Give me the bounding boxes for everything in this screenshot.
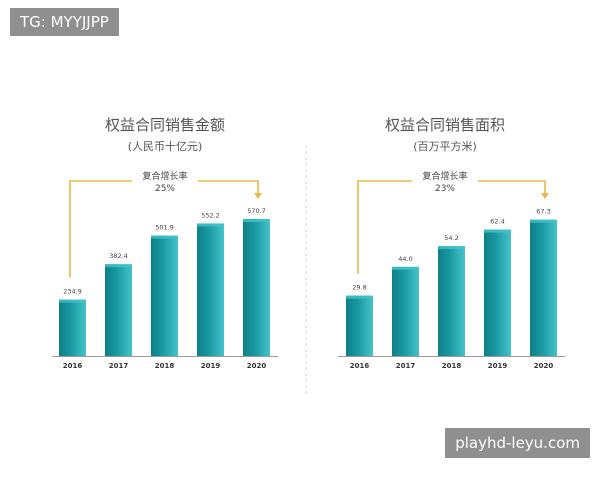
chart1-bar-cap-2018 — [438, 246, 465, 250]
chart0-tick-label-2020: 2020 — [247, 362, 267, 370]
chart0-tick-label-2016: 2016 — [63, 362, 83, 370]
chart1-bar-2020 — [530, 219, 557, 356]
chart1-bar-cap-2020 — [530, 219, 557, 223]
chart1-cagr-label-bg — [412, 169, 478, 195]
chart0-bar-2019 — [197, 223, 224, 356]
chart1-bar-2016 — [346, 295, 373, 356]
chart0-tick-label-2018: 2018 — [155, 362, 175, 370]
chart1-cagr-label: 复合增长率 — [422, 170, 467, 182]
chart0-bar-2018 — [151, 235, 178, 356]
chart1-value-label-2019: 62.4 — [490, 218, 504, 226]
chart0-tick-label-2017: 2017 — [109, 362, 129, 370]
chart1-tick-label-2020: 2020 — [534, 362, 554, 370]
chart0-value-label-2016: 234.9 — [63, 288, 82, 296]
chart0-value-label-2019: 552.2 — [201, 211, 220, 219]
chart1-value-label-2018: 54.2 — [444, 234, 458, 242]
chart1-bar-2017 — [392, 266, 419, 356]
chart1-cagr-value: 23% — [435, 184, 455, 194]
chart0-bar-cap-2019 — [197, 223, 224, 227]
chart0-cagr-label-bg — [132, 169, 198, 195]
chart1-subtitle: (百万平方米) — [413, 139, 477, 153]
chart1-title: 权益合同销售面积 — [385, 116, 505, 134]
chart1-cagr-arrow-head — [541, 193, 549, 199]
chart0-title: 权益合同销售金额 — [105, 116, 225, 134]
chart1-bar-2019 — [484, 229, 511, 356]
chart1-bar-cap-2017 — [392, 266, 419, 270]
chart0-bar-2017 — [105, 264, 132, 356]
chart1-tick-label-2019: 2019 — [488, 362, 508, 370]
chart1-tick-label-2018: 2018 — [442, 362, 462, 370]
chart0-value-label-2017: 382.4 — [109, 252, 128, 260]
chart0-cagr-value: 25% — [155, 184, 175, 194]
chart0-tick-label-2019: 2019 — [201, 362, 221, 370]
chart1-value-label-2017: 44.0 — [398, 255, 412, 263]
chart1-value-label-2020: 67.3 — [536, 208, 550, 216]
chart0-subtitle: (人民币十亿元) — [128, 139, 203, 153]
chart1-tick-label-2016: 2016 — [350, 362, 370, 370]
chart1-bar-cap-2016 — [346, 295, 373, 299]
watermark-bottom: playhd-leyu.com — [445, 428, 590, 458]
chart0-value-label-2020: 570.7 — [247, 207, 266, 215]
chart0-bar-2020 — [243, 219, 270, 356]
chart0-bar-2016 — [59, 299, 86, 356]
chart0-bar-cap-2016 — [59, 299, 86, 303]
chart1-bar-2018 — [438, 246, 465, 356]
chart1-tick-label-2017: 2017 — [396, 362, 416, 370]
chart0-bar-cap-2020 — [243, 219, 270, 223]
chart1-bar-cap-2019 — [484, 229, 511, 233]
watermark-top: TG: MYYJJPP — [10, 8, 119, 36]
chart0-cagr-label: 复合增长率 — [142, 170, 187, 182]
chart0-bar-cap-2017 — [105, 264, 132, 268]
chart1-value-label-2016: 29.8 — [352, 284, 366, 292]
chart0-value-label-2018: 501.9 — [155, 224, 174, 232]
chart0-cagr-arrow-head — [254, 193, 262, 199]
chart0-bar-cap-2018 — [151, 235, 178, 239]
